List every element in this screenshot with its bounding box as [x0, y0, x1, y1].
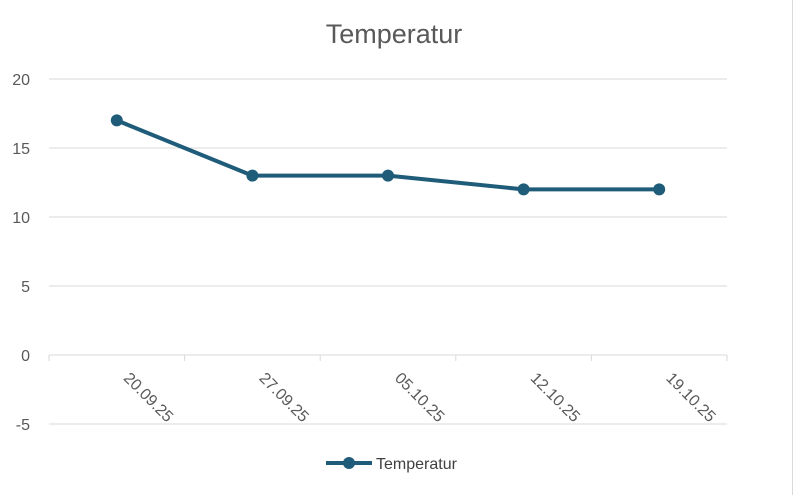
data-point — [382, 169, 394, 182]
y-tick-label: -5 — [16, 417, 30, 434]
gridlines — [49, 78, 727, 425]
x-tick-label: 05.10.25 — [391, 370, 447, 426]
x-tick-label: 20.09.25 — [120, 370, 176, 426]
y-axis: -5 0 5 10 15 20 — [12, 72, 30, 434]
x-tick-label: 19.10.25 — [662, 370, 718, 426]
legend: Temperatur — [326, 456, 458, 473]
y-tick-label: 0 — [21, 348, 30, 365]
data-point — [653, 183, 666, 196]
y-tick-label: 10 — [12, 210, 30, 227]
data-point — [517, 183, 530, 196]
x-axis: 20.09.25 27.09.25 05.10.25 12.10.25 19.10.25 — [48, 354, 728, 426]
series-temperatur — [110, 114, 666, 196]
legend-marker — [343, 457, 355, 469]
chart-title: Temperatur — [326, 19, 463, 49]
data-point — [110, 114, 123, 127]
data-point — [246, 169, 259, 182]
x-tick-label: 12.10.25 — [527, 370, 583, 426]
y-tick-label: 20 — [12, 72, 30, 89]
legend-label: Temperatur — [376, 456, 458, 473]
y-tick-label: 5 — [21, 279, 30, 296]
y-tick-label: 15 — [12, 141, 30, 158]
x-tick-label: 27.09.25 — [256, 370, 312, 426]
